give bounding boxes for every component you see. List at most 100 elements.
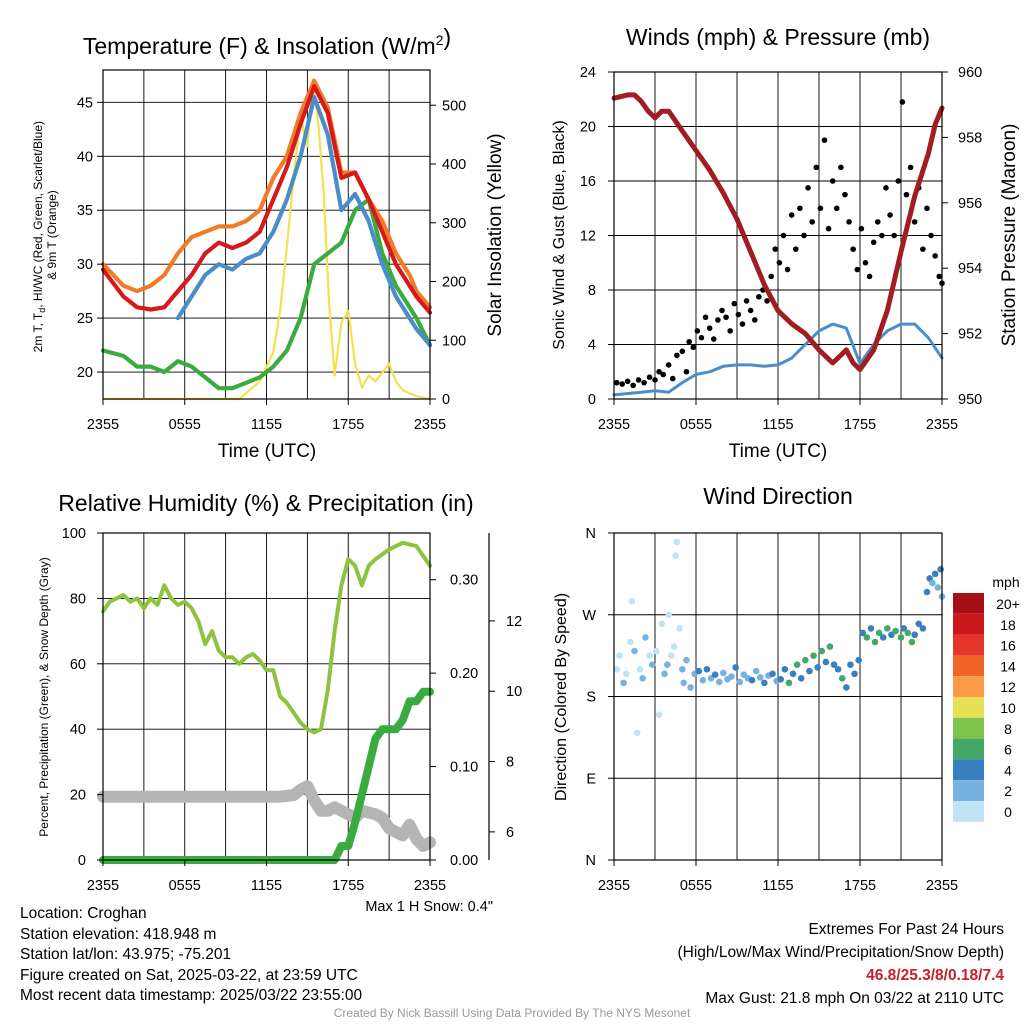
direction-point bbox=[761, 679, 768, 687]
speed-legend-title: mph bbox=[992, 574, 1019, 590]
legend-swatch bbox=[953, 738, 984, 760]
gust-point bbox=[735, 311, 742, 318]
speed-legend: 20+ 18 16 14 12 10 8 6 4 2 0 bbox=[953, 593, 1020, 822]
direction-point bbox=[613, 665, 621, 673]
pressure-y-tick-label: 950 bbox=[958, 392, 982, 408]
gust-point bbox=[788, 212, 795, 218]
snow-y-tick-label: 8 bbox=[506, 755, 514, 771]
direction-point bbox=[695, 667, 703, 675]
temperature-y-tick-label: 40 bbox=[77, 149, 93, 165]
legend-label: 4 bbox=[1004, 762, 1012, 778]
direction-point bbox=[616, 652, 623, 659]
direction-point bbox=[642, 634, 649, 641]
direction-point bbox=[897, 634, 905, 641]
direction-point bbox=[904, 629, 912, 637]
temperature-title: Temperature (F) & Insolation (W/m2) bbox=[83, 24, 451, 59]
gust-point bbox=[911, 219, 918, 225]
wind-direction-y-axis-label: Direction (Colored By Speed) bbox=[553, 593, 570, 801]
insolation-y-tick-label: 100 bbox=[442, 333, 466, 349]
precip-y-tick-label: 0.00 bbox=[450, 853, 478, 869]
direction-point bbox=[676, 625, 683, 632]
direction-point bbox=[879, 634, 887, 641]
pressure-y-tick-label: 958 bbox=[958, 130, 982, 146]
gust-point bbox=[850, 246, 856, 252]
direction-point bbox=[661, 670, 668, 678]
direction-point bbox=[797, 675, 805, 682]
direction-point bbox=[665, 611, 672, 619]
humidity-series-line bbox=[99, 687, 434, 864]
direction-point bbox=[834, 665, 842, 673]
direction-point bbox=[748, 676, 756, 684]
credit-text: Created By Nick Bassill Using Data Provi… bbox=[333, 1006, 691, 1020]
snow-y-tick-label: 6 bbox=[506, 825, 514, 841]
direction-point bbox=[639, 675, 646, 682]
direction-point bbox=[875, 629, 883, 637]
direction-point bbox=[769, 670, 776, 678]
winds-series-line bbox=[611, 92, 945, 373]
direction-point bbox=[655, 711, 663, 718]
gust-point bbox=[887, 212, 893, 218]
gust-point bbox=[792, 246, 799, 252]
humidity-y-tick-label: 40 bbox=[70, 722, 86, 738]
humidity-x-tick-label: 2355 bbox=[87, 878, 119, 894]
direction-point bbox=[680, 679, 687, 687]
temperature-y-tick-label: 35 bbox=[77, 203, 93, 219]
gust-point bbox=[768, 273, 774, 280]
legend-label: 0 bbox=[1004, 804, 1012, 820]
temperature-series-line bbox=[100, 197, 433, 391]
direction-point bbox=[855, 656, 862, 664]
humidity-y-tick-label: 20 bbox=[70, 788, 86, 804]
pressure-y-tick-label: 960 bbox=[958, 65, 982, 81]
direction-point bbox=[620, 679, 627, 687]
direction-point bbox=[908, 638, 916, 646]
insolation-y-tick-label: 500 bbox=[442, 98, 466, 114]
gust-point bbox=[833, 205, 840, 212]
humidity-x-tick-label: 1155 bbox=[251, 878, 282, 894]
gust-point bbox=[674, 352, 680, 359]
gust-point bbox=[805, 185, 811, 191]
winds-x-tick-label: 2355 bbox=[598, 417, 630, 433]
winds-y-tick-label: 20 bbox=[580, 120, 596, 136]
legend-label: 18 bbox=[1000, 617, 1016, 633]
direction-point bbox=[711, 671, 719, 678]
max-snow-note: Max 1 H Snow: 0.4" bbox=[365, 899, 493, 915]
winds-y-tick-label: 0 bbox=[588, 392, 596, 408]
insolation-y-tick-label: 400 bbox=[442, 157, 466, 173]
gust-point bbox=[652, 377, 658, 383]
extremes-values: 46.8/25.3/8/0.18/7.4 bbox=[866, 967, 1004, 984]
direction-point bbox=[931, 570, 939, 578]
legend-swatch bbox=[953, 655, 984, 677]
legend-swatch bbox=[953, 613, 984, 635]
wind-direction-y-tick-label: W bbox=[582, 608, 596, 624]
direction-point bbox=[653, 647, 660, 655]
gust-point bbox=[895, 178, 902, 184]
direction-point bbox=[728, 673, 735, 680]
direction-point bbox=[777, 675, 785, 683]
gust-point bbox=[801, 232, 807, 239]
wind-direction-y-tick-label: N bbox=[586, 853, 596, 869]
humidity-series-line bbox=[101, 540, 432, 735]
humidity-panel: Relative Humidity (%) & Precipitation (i… bbox=[37, 490, 522, 915]
direction-point bbox=[699, 676, 707, 684]
gust-point bbox=[764, 298, 770, 304]
gust-point bbox=[698, 334, 705, 341]
wind-direction-y-tick-label: E bbox=[586, 771, 596, 787]
legend-label: 10 bbox=[1000, 700, 1016, 716]
humidity-x-tick-label: 2355 bbox=[414, 878, 446, 894]
extremes-subheading: (High/Low/Max Wind/Precipitation/Snow De… bbox=[677, 944, 1005, 961]
elevation-text: Station elevation: 418.948 m bbox=[20, 925, 217, 943]
direction-point bbox=[810, 652, 817, 659]
gust-point bbox=[641, 379, 647, 386]
gust-point bbox=[879, 232, 885, 239]
temperature-x-tick-label: 1155 bbox=[251, 417, 282, 433]
direction-point bbox=[793, 661, 801, 669]
gust-point bbox=[842, 191, 848, 198]
extremes-heading: Extremes For Past 24 Hours bbox=[808, 921, 1004, 938]
legend-swatch bbox=[953, 697, 984, 718]
temperature-x-tick-label: 2355 bbox=[87, 417, 119, 433]
direction-point bbox=[715, 678, 723, 686]
legend-swatch bbox=[953, 593, 984, 614]
legend-label: 20+ bbox=[996, 596, 1020, 612]
gust-point bbox=[723, 314, 729, 321]
